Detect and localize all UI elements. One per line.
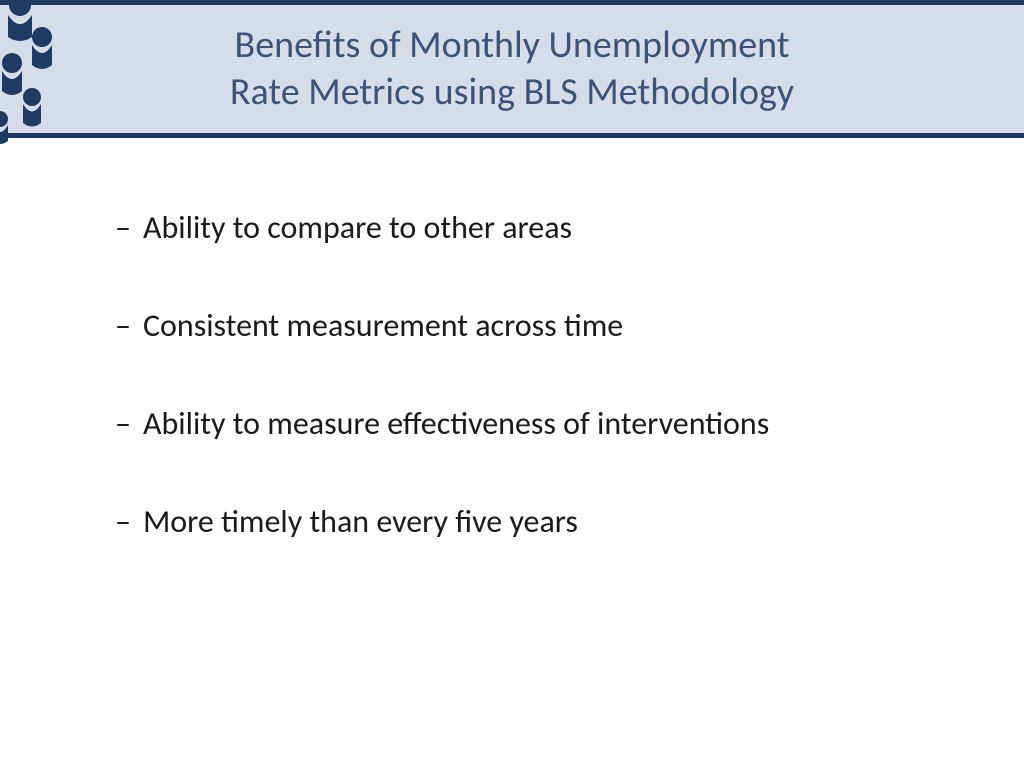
bullet-dash-icon: – — [115, 404, 131, 444]
title-line-1: Benefits of Monthly Unemployment — [80, 22, 944, 70]
bullet-item: – Ability to compare to other areas — [115, 208, 944, 248]
bullet-item: – Ability to measure effectiveness of in… — [115, 404, 944, 444]
bullet-dash-icon: – — [115, 306, 131, 346]
slide-title: Benefits of Monthly Unemployment Rate Me… — [0, 22, 1024, 117]
bullet-dash-icon: – — [115, 208, 131, 248]
bullet-text: Consistent measurement across time — [143, 306, 623, 346]
bullet-text: Ability to measure effectiveness of inte… — [143, 404, 769, 444]
bullet-item: – Consistent measurement across time — [115, 306, 944, 346]
bullet-dash-icon: – — [115, 502, 131, 542]
bullet-item: – More timely than every five years — [115, 502, 944, 542]
header-band: Benefits of Monthly Unemployment Rate Me… — [0, 0, 1024, 138]
people-cluster-icon — [0, 0, 90, 155]
bullet-text: More timely than every five years — [143, 502, 578, 542]
title-line-2: Rate Metrics using BLS Methodology — [80, 69, 944, 117]
content-area: – Ability to compare to other areas – Co… — [0, 138, 1024, 542]
bullet-text: Ability to compare to other areas — [143, 208, 572, 248]
